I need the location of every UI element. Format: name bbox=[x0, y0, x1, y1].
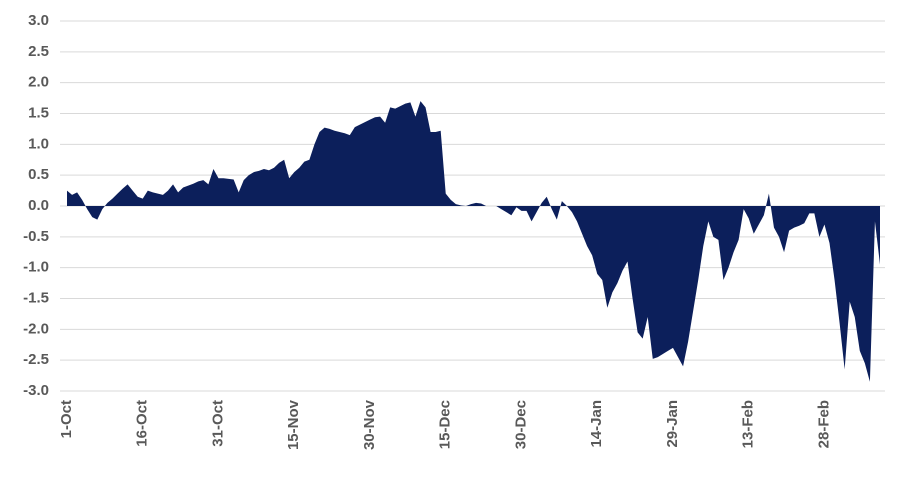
y-tick-label: -1.5 bbox=[23, 289, 49, 306]
x-tick-label: 31-Oct bbox=[209, 400, 226, 447]
x-tick-label: 14-Jan bbox=[588, 400, 605, 448]
y-tick-label: -0.5 bbox=[23, 228, 49, 245]
y-tick-label: -2.5 bbox=[23, 351, 49, 368]
area bbox=[67, 101, 880, 382]
y-tick-label: -1.0 bbox=[23, 259, 49, 276]
x-tick-label: 1-Oct bbox=[58, 400, 75, 438]
x-tick-label: 29-Jan bbox=[664, 400, 681, 448]
x-tick-label: 15-Dec bbox=[437, 400, 454, 449]
y-tick-label: 1.0 bbox=[28, 135, 49, 152]
x-tick-label: 16-Oct bbox=[134, 400, 151, 447]
y-tick-label: 1.5 bbox=[28, 104, 49, 121]
y-tick-label: 2.0 bbox=[28, 74, 49, 91]
x-tick-label: 30-Nov bbox=[361, 399, 378, 450]
y-tick-label: -2.0 bbox=[23, 320, 49, 337]
y-tick-label: 0.5 bbox=[28, 166, 49, 183]
x-tick-label: 13-Feb bbox=[740, 400, 757, 448]
x-tick-label: 28-Feb bbox=[815, 400, 832, 448]
y-tick-label: 0.0 bbox=[28, 197, 49, 214]
x-tick-label: 30-Dec bbox=[512, 400, 529, 449]
x-tick-label: 15-Nov bbox=[285, 399, 302, 450]
y-tick-label: -3.0 bbox=[23, 382, 49, 399]
y-tick-label: 3.0 bbox=[28, 12, 49, 29]
y-tick-label: 2.5 bbox=[28, 43, 49, 60]
